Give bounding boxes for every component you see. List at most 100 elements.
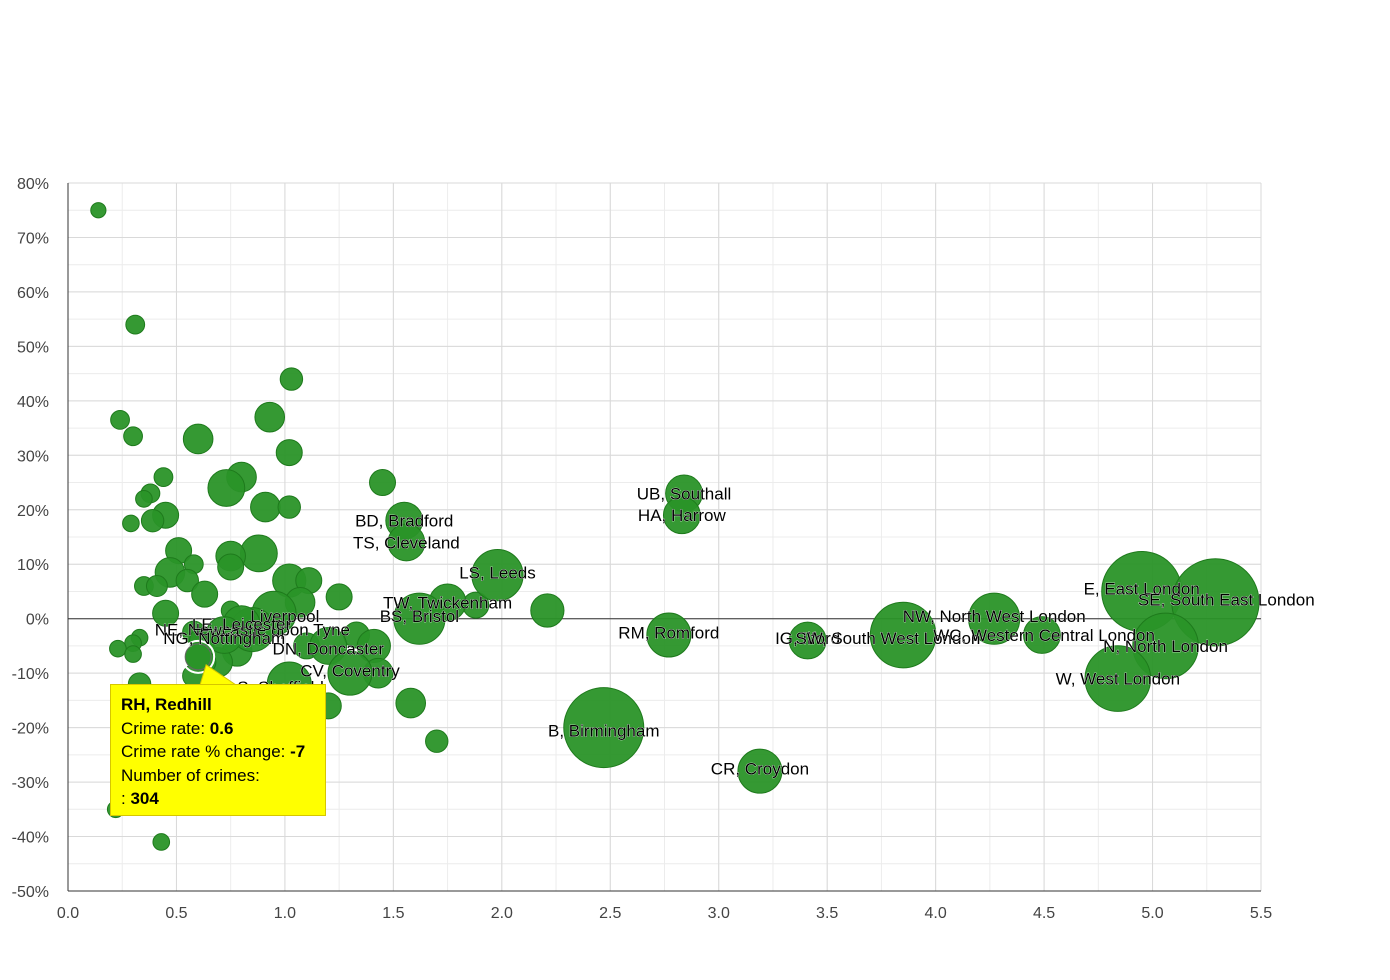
- x-tick-label: 0.0: [57, 905, 79, 922]
- bubble-layer: [90, 202, 1260, 851]
- bubble-label: BD, Bradford: [355, 512, 453, 531]
- bubble-label: UB, Southall: [637, 484, 732, 503]
- bubble-label: SW, South West London: [795, 629, 980, 648]
- tooltip-change-value: -7: [290, 742, 306, 761]
- y-tick-label: 30%: [17, 448, 49, 465]
- bubble-label: NW, North West London: [903, 607, 1086, 626]
- x-tick-label: 4.0: [925, 905, 947, 922]
- bubble: [123, 426, 143, 447]
- bubble: [369, 469, 397, 497]
- bubble: [135, 490, 153, 508]
- x-tick-label: 4.5: [1033, 905, 1055, 922]
- bubble: [109, 639, 127, 658]
- bubble: [239, 534, 278, 573]
- x-tick-label: 2.0: [491, 905, 513, 922]
- bubble: [125, 314, 146, 335]
- bubble-labeled: [1171, 558, 1260, 647]
- bubble: [254, 401, 286, 433]
- x-tick-label: 5.0: [1141, 905, 1163, 922]
- bubble-labeled: [1084, 645, 1152, 712]
- bubble-label: TS, Cleveland: [353, 533, 460, 552]
- bubble-label: TW, Twickenham: [383, 593, 512, 612]
- bubble: [395, 687, 427, 719]
- bubble-labeled: [788, 621, 827, 660]
- tooltip-count-label: Number of crimes:: [121, 765, 260, 785]
- x-tick-label: 0.5: [165, 905, 187, 922]
- bubble-label: CR, Croydon: [711, 759, 809, 778]
- bubble: [124, 645, 142, 663]
- bubble: [175, 568, 200, 593]
- bubble-labeled: [327, 650, 373, 696]
- y-tick-label: 80%: [17, 176, 49, 193]
- bubble-label: BS, Bristol: [380, 607, 459, 626]
- y-tick-label: -20%: [12, 721, 49, 738]
- bubble-labeled: [646, 612, 692, 658]
- y-tick-label: 0%: [26, 612, 49, 629]
- bubble-labeled: [869, 601, 937, 669]
- bubble: [425, 729, 449, 753]
- x-tick-label: 2.5: [599, 905, 621, 922]
- tooltip-title: RH, Redhill: [121, 695, 212, 714]
- y-tick-label: 50%: [17, 339, 49, 356]
- bubble-label: RM, Romford: [618, 623, 719, 642]
- bubble-label: B, Birmingham: [548, 721, 659, 740]
- bubble-labeled: [968, 592, 1021, 645]
- y-tick-label: -40%: [12, 830, 49, 847]
- tooltip-count-value: 304: [130, 789, 159, 808]
- bubble-label: NG, Nottingham: [163, 629, 285, 648]
- y-tick-label: 20%: [17, 503, 49, 520]
- y-tick-label: -50%: [12, 884, 49, 901]
- bubble: [279, 367, 304, 391]
- bubble: [250, 491, 281, 523]
- bubble-label: CV, Coventry: [300, 661, 400, 680]
- bubble-label: Liverpool: [250, 607, 319, 626]
- tooltip-rate-value: 0.6: [209, 718, 234, 738]
- bubble: [275, 439, 303, 467]
- bubble-labeled: [1132, 612, 1199, 680]
- bubble-labeled: [662, 496, 701, 535]
- bubble-labeled: [563, 687, 645, 769]
- bubble: [145, 575, 168, 597]
- bubble: [153, 467, 174, 487]
- bubble: [325, 583, 353, 611]
- y-tick-label: 40%: [17, 394, 49, 411]
- highlight-ring: [181, 639, 216, 674]
- bubble-labeled: [393, 592, 446, 645]
- bubble-label: DN, Doncaster: [273, 640, 385, 659]
- bubble-labeled: [205, 616, 244, 654]
- bubble: [152, 833, 171, 851]
- x-tick-label: 1.0: [274, 905, 296, 922]
- x-tick-label: 3.0: [708, 905, 730, 922]
- bubble: [191, 580, 219, 608]
- bubble: [207, 469, 246, 507]
- bubble: [152, 599, 180, 627]
- bubble: [182, 423, 214, 455]
- bubble-highlighted: [184, 643, 212, 671]
- bubble-labeled: [471, 549, 524, 602]
- y-tick-label: 10%: [17, 557, 49, 574]
- bubble-labeled: [737, 748, 783, 794]
- bubble: [122, 514, 140, 533]
- bubble-label: IG, Ilford: [775, 629, 840, 648]
- bubble-label: WC, Western Central London: [933, 626, 1155, 645]
- bubble-label: NE, Newcastle upon Tyne: [155, 621, 350, 640]
- x-tick-label: 5.5: [1250, 905, 1272, 922]
- bubble-label: N, North London: [1103, 637, 1228, 656]
- bubble-label: W, West London: [1056, 670, 1180, 689]
- tooltip: RH, Redhill Crime rate: 0.6 Crime rate %…: [110, 684, 326, 816]
- y-tick-label: -30%: [12, 775, 49, 792]
- x-tick-label: 3.5: [816, 905, 838, 922]
- x-tick-label: 1.5: [382, 905, 404, 922]
- y-tick-label: -10%: [12, 666, 49, 683]
- y-tick-label: 70%: [17, 230, 49, 247]
- bubble: [110, 410, 130, 430]
- bubble: [140, 508, 165, 533]
- bubble-label: E, East London: [1084, 580, 1200, 599]
- bubble-label: SE, South East London: [1138, 591, 1315, 610]
- bubble-labeled: [387, 523, 426, 562]
- tooltip-count-prefix: :: [121, 789, 131, 808]
- bubble-label-layer: UB, Southall HA, Harrow BD, Bradford TS, Cl…: [154, 484, 1315, 779]
- y-tick-label: 60%: [17, 285, 49, 302]
- bubble: [530, 593, 565, 628]
